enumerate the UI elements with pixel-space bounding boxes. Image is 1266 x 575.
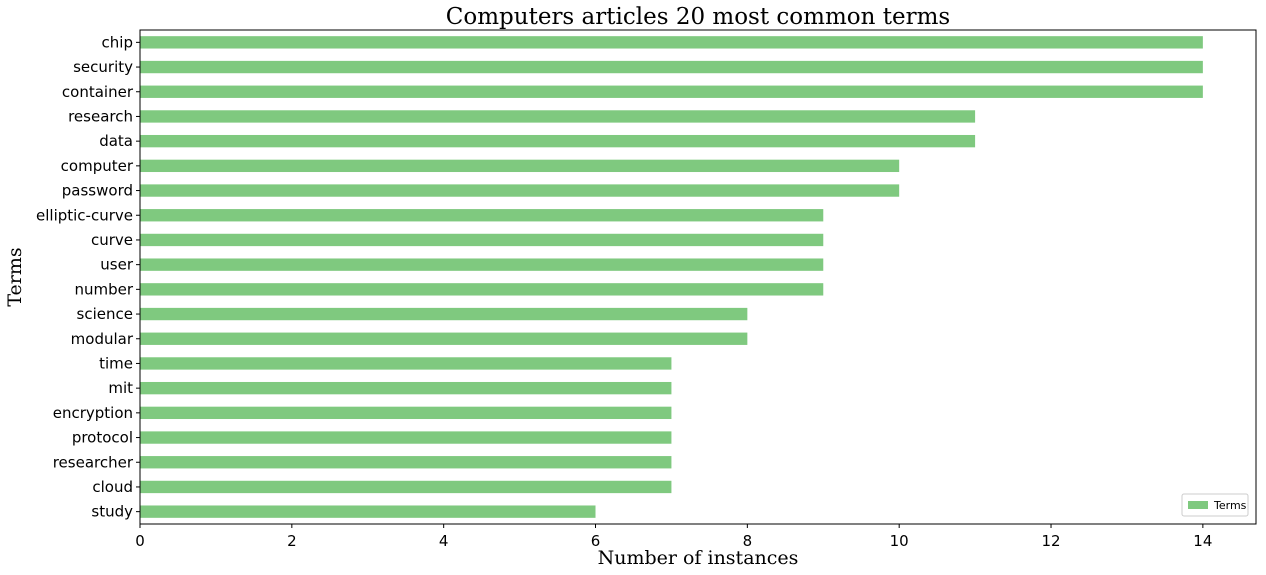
bar-password bbox=[140, 184, 900, 197]
y-tick-label: computer bbox=[61, 157, 134, 175]
bar-mit bbox=[140, 381, 672, 395]
bar-cloud bbox=[140, 480, 672, 494]
y-tick-label: modular bbox=[71, 330, 134, 348]
x-tick-label: 0 bbox=[135, 532, 145, 550]
legend-label: Terms bbox=[1213, 499, 1247, 512]
y-tick-label: number bbox=[74, 280, 133, 298]
y-tick-label: study bbox=[91, 503, 133, 521]
y-tick-label: encryption bbox=[53, 404, 133, 422]
x-tick-label: 8 bbox=[743, 532, 753, 550]
y-tick-label: security bbox=[73, 58, 133, 76]
bar-research bbox=[140, 110, 976, 123]
y-tick-label: protocol bbox=[72, 429, 133, 447]
plot-area: chip security container research data compute… bbox=[36, 29, 1257, 550]
bar-number bbox=[140, 283, 824, 296]
bar-study bbox=[140, 505, 596, 518]
bar-science bbox=[140, 307, 748, 321]
x-tick-label: 2 bbox=[287, 532, 297, 550]
chart-title: Computers articles 20 most common terms bbox=[446, 4, 950, 30]
x-tick-label: 6 bbox=[591, 532, 601, 550]
bar-security bbox=[140, 60, 1203, 74]
bar-curve bbox=[140, 233, 824, 247]
legend: Terms bbox=[1181, 493, 1249, 517]
bar-time bbox=[140, 357, 672, 370]
bar-container bbox=[140, 85, 1203, 98]
bar-computer bbox=[140, 159, 900, 173]
x-axis-label: Number of instances bbox=[598, 547, 799, 569]
y-tick-label: elliptic-curve bbox=[36, 206, 133, 224]
y-tick-label: mit bbox=[108, 379, 133, 397]
bar-researcher bbox=[140, 456, 672, 469]
y-tick-label: data bbox=[99, 132, 133, 150]
y-tick-label: chip bbox=[102, 33, 133, 51]
bar-modular bbox=[140, 332, 748, 345]
y-tick-label: password bbox=[62, 182, 133, 200]
legend-swatch bbox=[1188, 501, 1208, 509]
plot-frame bbox=[139, 29, 1257, 525]
y-tick-label: cloud bbox=[92, 478, 133, 496]
x-tick-label: 4 bbox=[439, 532, 449, 550]
y-tick-label: science bbox=[77, 305, 133, 323]
x-tick-label: 12 bbox=[1041, 532, 1060, 550]
y-tick-label: user bbox=[100, 256, 134, 274]
bar-encryption bbox=[140, 406, 672, 420]
bar-data bbox=[140, 134, 976, 148]
bar-protocol bbox=[140, 431, 672, 444]
legend-box bbox=[1181, 493, 1249, 517]
bar-user bbox=[140, 258, 824, 271]
y-tick-label: curve bbox=[91, 231, 133, 249]
bar-elliptic-curve bbox=[140, 209, 824, 222]
bar-chip bbox=[140, 36, 1203, 49]
y-tick-label: research bbox=[68, 107, 133, 125]
y-axis-label: Terms bbox=[4, 247, 26, 306]
y-tick-label: container bbox=[62, 83, 134, 101]
x-tick-label: 14 bbox=[1193, 532, 1212, 550]
x-tick-label: 10 bbox=[890, 532, 909, 550]
y-tick-label: researcher bbox=[53, 453, 134, 471]
y-tick-label: time bbox=[99, 354, 133, 372]
